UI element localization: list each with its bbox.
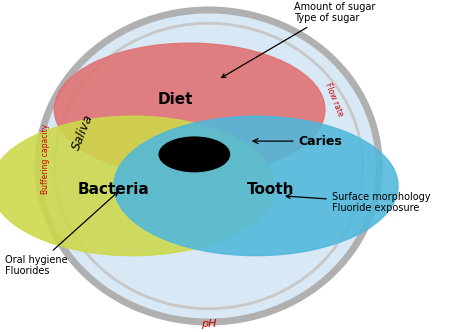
Ellipse shape (54, 43, 325, 176)
Text: Tooth: Tooth (246, 182, 294, 197)
Ellipse shape (159, 137, 229, 172)
Text: Surface morphology
Fluoride exposure: Surface morphology Fluoride exposure (286, 192, 430, 213)
Ellipse shape (38, 10, 379, 322)
Text: Flow rate: Flow rate (323, 81, 345, 118)
Ellipse shape (114, 116, 398, 256)
Text: Bacteria: Bacteria (78, 182, 150, 197)
Text: Caries: Caries (253, 134, 342, 148)
Text: Frequency of eating
Amount of sugar
Type of sugar: Frequency of eating Amount of sugar Type… (222, 0, 391, 78)
Text: Saliva: Saliva (70, 113, 96, 153)
Text: Oral hygiene
Fluorides: Oral hygiene Fluorides (5, 192, 118, 277)
Text: Buffering capacity: Buffering capacity (41, 124, 49, 195)
Text: Diet: Diet (158, 92, 193, 107)
Text: pH: pH (201, 319, 216, 329)
Ellipse shape (0, 116, 275, 256)
